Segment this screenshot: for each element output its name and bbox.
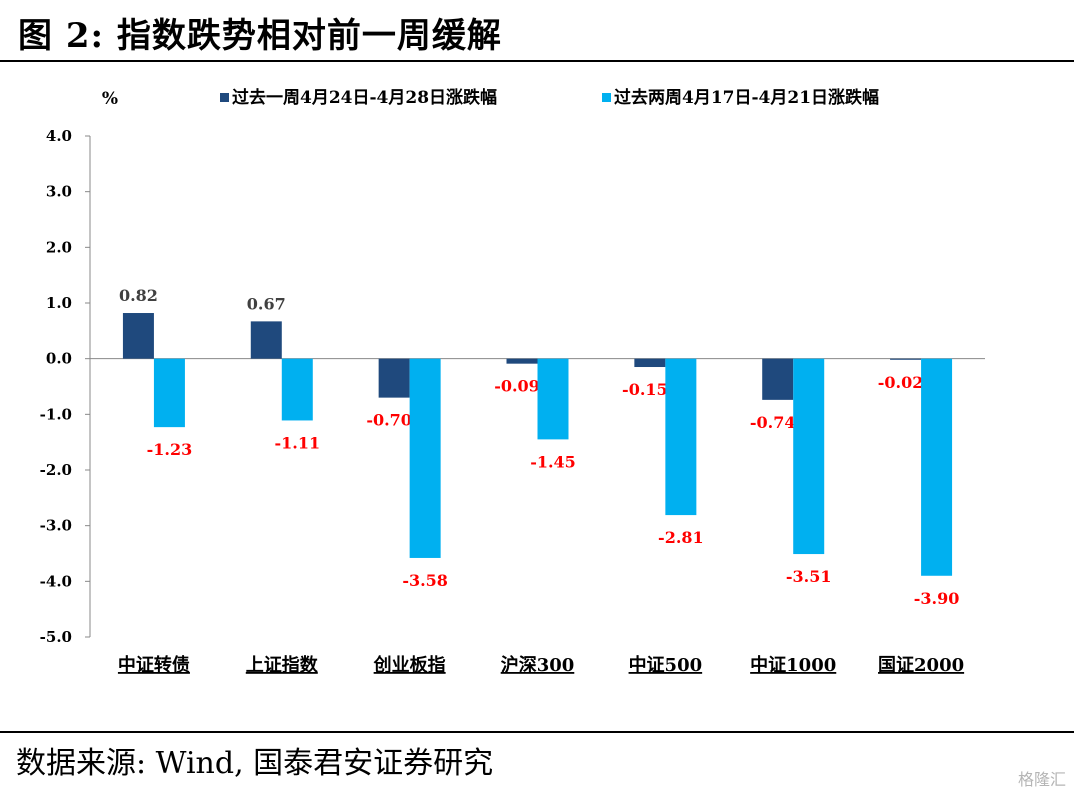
legend-swatch <box>602 93 611 102</box>
unit-label: % <box>102 89 118 109</box>
bar <box>634 358 666 368</box>
data-label: -1.45 <box>530 452 576 471</box>
y-tick-label: -2.0 <box>40 461 72 479</box>
data-label: -3.51 <box>786 567 832 586</box>
figure-title: 图 2: 指数跌势相对前一周缓解 <box>18 16 502 56</box>
category-label: 沪深300 <box>501 654 575 676</box>
y-tick-label: -3.0 <box>40 517 72 535</box>
legend-label: 过去一周4月24日-4月28日涨跌幅 <box>232 87 497 108</box>
y-tick-label: 0.0 <box>46 350 72 368</box>
y-tick-label: 3.0 <box>46 183 72 201</box>
bar <box>378 358 410 398</box>
bar <box>793 358 825 555</box>
y-tick-label: 4.0 <box>46 127 72 145</box>
bar-chart: 4.0 3.0 2.0 1.0 0.0 -1.0 -2.0 -3.0 -4.0 -5.0% 过去一周… <box>40 87 985 676</box>
category-label: 中证500 <box>629 654 703 676</box>
data-label: -2.81 <box>658 528 704 547</box>
y-tick-label: 2.0 <box>46 238 72 256</box>
bar <box>250 321 282 359</box>
legend-label: 过去两周4月17日-4月21日涨跌幅 <box>614 87 879 108</box>
bottom-divider <box>0 731 1074 733</box>
data-label: -0.70 <box>366 411 412 430</box>
bar <box>665 358 697 516</box>
data-label: 0.82 <box>119 286 158 305</box>
category-label: 创业板指 <box>373 654 446 676</box>
y-tick-label: -5.0 <box>40 628 72 646</box>
y-tick-label: 1.0 <box>46 294 72 312</box>
bar <box>506 358 538 364</box>
data-label: -0.02 <box>878 373 924 392</box>
data-label: -3.90 <box>914 589 960 608</box>
data-source-note: 数据来源: Wind, 国泰君安证券研究 <box>16 746 494 781</box>
data-label: 0.67 <box>247 294 286 313</box>
category-label: 上证指数 <box>246 654 319 676</box>
bar <box>122 313 154 359</box>
data-label: -3.58 <box>402 571 448 590</box>
category-label: 中证1000 <box>750 654 836 676</box>
data-label: -1.23 <box>147 440 193 459</box>
data-label: -0.15 <box>622 380 668 399</box>
data-label: -1.11 <box>274 433 320 452</box>
y-tick-label: -4.0 <box>40 572 72 590</box>
data-label: -0.09 <box>494 377 540 396</box>
y-tick-label: -1.0 <box>40 405 72 423</box>
data-label: -0.74 <box>750 413 796 432</box>
category-label: 中证转债 <box>118 654 190 676</box>
watermark: 格隆汇 <box>1017 770 1066 789</box>
bar <box>537 358 569 440</box>
bar <box>409 358 441 558</box>
bar <box>281 358 313 421</box>
bar <box>921 358 953 576</box>
bar <box>762 358 794 400</box>
top-divider <box>0 60 1074 62</box>
legend-swatch <box>220 93 229 102</box>
bar <box>890 358 922 360</box>
category-label: 国证2000 <box>878 655 964 676</box>
bar <box>153 358 185 428</box>
